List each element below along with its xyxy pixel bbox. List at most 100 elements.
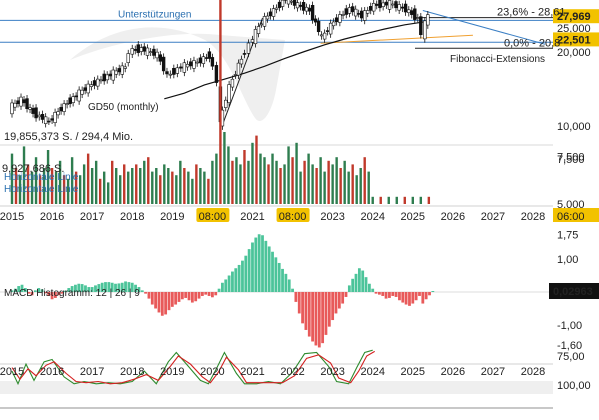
trend-line-1 — [422, 10, 546, 45]
price-panel — [0, 0, 553, 130]
macd-bar — [80, 284, 84, 292]
macd-x-tick: 2022 — [280, 366, 304, 378]
macd-x-tick: 2021 — [240, 366, 264, 378]
macd-bar — [204, 292, 208, 295]
macd-bar — [351, 278, 355, 292]
candle-body — [262, 16, 267, 27]
candle-body — [148, 51, 153, 53]
candle-body — [403, 3, 408, 13]
volume-bar — [195, 164, 198, 204]
macd-bar — [177, 292, 181, 302]
candle-body — [19, 96, 23, 107]
macd-bar — [381, 292, 385, 296]
macd-bar — [74, 284, 77, 292]
macd-bar — [384, 292, 388, 299]
price-y-tick: 7,500 — [557, 152, 585, 164]
candle-body — [86, 83, 90, 94]
volume-bar — [211, 160, 214, 204]
macd-bar — [247, 249, 251, 292]
price-y-tick: 10,000 — [557, 121, 591, 133]
macd-x-tick: 2023 — [320, 366, 344, 378]
macd-bar — [357, 268, 361, 292]
candle-body — [207, 51, 212, 59]
volume-bar — [159, 175, 162, 204]
volume-bar — [82, 164, 86, 204]
macd-bar — [197, 292, 201, 299]
volume-bar — [387, 196, 390, 204]
candle-body — [298, 4, 303, 7]
macd-bar — [408, 292, 411, 306]
candle-body — [92, 80, 97, 86]
macd-bar — [184, 292, 188, 298]
stochastic-panel — [11, 349, 375, 386]
candle-body — [227, 84, 231, 103]
candle-body — [253, 29, 258, 45]
macd-bar — [144, 292, 147, 294]
macd-bar — [374, 292, 378, 294]
macd-x-tick: 2015 — [0, 366, 24, 378]
volume-bar — [18, 175, 22, 204]
macd-bar — [257, 234, 261, 292]
macd-bar — [321, 292, 325, 344]
stoch-y-tick: 75,00 — [557, 351, 585, 363]
volume-bar — [319, 157, 322, 204]
macd-bar — [70, 286, 74, 292]
price-x-tick: 2018 — [120, 211, 144, 223]
price-x-tick: 2019 — [160, 211, 184, 223]
macd-bar — [297, 292, 301, 314]
volume-bar — [90, 168, 94, 204]
candle-body — [130, 48, 134, 55]
price-x-tick: 2027 — [481, 211, 505, 223]
candle-body — [105, 74, 109, 81]
candle-body — [334, 17, 339, 23]
price-x-tick: 2017 — [80, 211, 104, 223]
macd-bar — [281, 268, 284, 292]
macd-bar — [391, 292, 395, 296]
candle-body — [133, 49, 137, 51]
volume-bar — [307, 153, 310, 204]
candle-body — [158, 54, 162, 62]
macd-bar — [241, 260, 244, 292]
macd-bar — [227, 275, 231, 292]
candle-body — [139, 47, 143, 52]
annotation-support: Unterstützungen — [118, 9, 191, 20]
volume-bar — [183, 168, 186, 204]
macd-bar — [364, 277, 368, 292]
macd-bar — [271, 251, 274, 292]
candle-body — [246, 42, 251, 54]
volume-bar — [22, 146, 26, 204]
volume-bar — [275, 160, 278, 204]
price-x-tick: 2028 — [521, 211, 545, 223]
candle-body — [89, 84, 94, 87]
volume-bar — [227, 146, 230, 204]
annotation-fib: Fibonacci-Extensions — [450, 54, 545, 65]
volume-bar — [30, 171, 34, 204]
price-tag-label: 27,969 — [557, 11, 591, 23]
macd-bar — [170, 292, 174, 307]
macd-bar — [294, 292, 298, 302]
volume-bar — [42, 168, 46, 204]
macd-bar — [54, 292, 57, 298]
volume-bar — [303, 160, 306, 204]
volume-bar — [54, 171, 58, 204]
candle-body — [214, 65, 219, 83]
macd-bar — [207, 292, 211, 296]
volume-bar — [86, 153, 90, 204]
macd-x-tick: 2027 — [481, 366, 505, 378]
time-highlight-box-right — [553, 208, 599, 222]
candle-body — [53, 112, 57, 123]
volume-bar — [315, 168, 318, 204]
price-tag-box — [553, 9, 599, 24]
fib-label-236: 23,6% - 28,61 — [497, 7, 566, 19]
candle-body — [13, 102, 17, 108]
macd-x-tick: 2020 — [200, 366, 224, 378]
volume-bar — [62, 175, 66, 204]
candle-body — [381, 2, 385, 7]
candle-body — [28, 107, 32, 110]
candle-body — [366, 10, 370, 14]
candle-body — [198, 57, 203, 64]
macd-bar — [217, 288, 221, 292]
candle-body — [136, 44, 140, 53]
candle-body — [359, 10, 364, 19]
